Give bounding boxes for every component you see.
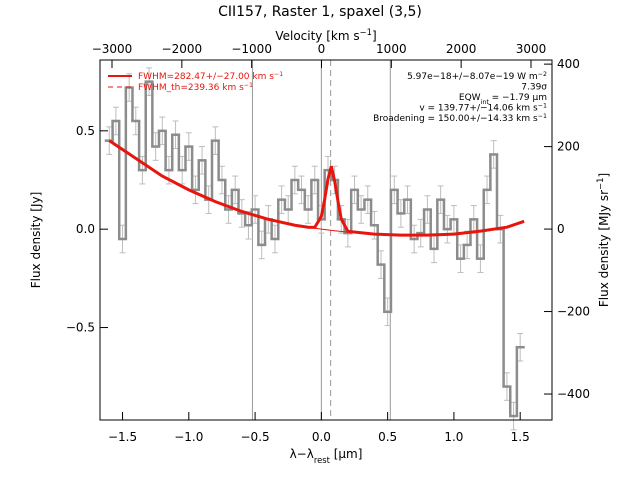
x-tick-label: 1.0 (444, 430, 463, 444)
text-part: ] (597, 173, 611, 178)
x-tick-label: −1.5 (108, 430, 137, 444)
text-part: FWHM=282.47+/−27.00 km s (138, 72, 274, 82)
y2-tick-label: 400 (557, 57, 580, 71)
superscript: −1 (244, 82, 253, 89)
y2-tick-label: 200 (557, 140, 580, 154)
y2-tick-label: −200 (557, 305, 590, 319)
superscript: −1 (360, 27, 372, 37)
x-axis-label: λ−λrest [μm] (290, 447, 363, 465)
x-tick-label: −0.5 (241, 430, 270, 444)
annotation: v = 139.77+/−14.06 km s−1 (419, 102, 547, 114)
x-tick-label: 0.0 (312, 430, 331, 444)
text-part: EQW (459, 93, 481, 103)
x-tick-label: 1.5 (511, 430, 530, 444)
annotation: 7.39σ (521, 83, 547, 93)
y-tick-label: 0.0 (76, 222, 95, 236)
x-tick-label: 0.5 (378, 430, 397, 444)
x2-tick-label: 0 (318, 42, 326, 56)
x2-tick-label: 1000 (376, 42, 407, 56)
y2-axis-label: Flux density [MJy sr−1] (595, 173, 611, 307)
annotation: Broadening = 150.00+/−14.33 km s−1 (373, 113, 547, 125)
text-part: FWHM_th=239.36 km s (138, 83, 244, 93)
x2-tick-label: 3000 (516, 42, 547, 56)
text-part: λ−λ (290, 447, 314, 461)
baseline-line (294, 224, 375, 235)
legend-label: FWHM_th=239.36 km s−1 (138, 82, 253, 94)
x2-axis-label: Velocity [km s−1] (275, 27, 376, 43)
x-tick-label: −1.0 (174, 430, 203, 444)
text-part: v = 139.77+/−14.06 km s (419, 104, 538, 114)
y2-tick-label: 0 (557, 222, 565, 236)
x2-tick-label: −2000 (162, 42, 203, 56)
y-axis-label: Flux density [Jy] (29, 192, 43, 289)
chart-title: CII157, Raster 1, spaxel (3,5) (218, 4, 422, 20)
legend-label: FWHM=282.47+/−27.00 km s−1 (138, 71, 283, 83)
x2-tick-label: −1000 (231, 42, 272, 56)
plot-frame (99, 59, 553, 421)
superscript: −1 (274, 71, 283, 78)
text-part: = −1.79 μm (489, 93, 547, 103)
superscript: −2 (538, 71, 547, 78)
text-part: Flux density [Jy] (29, 192, 43, 289)
superscript: −1 (538, 113, 547, 120)
text-part: Broadening = 150.00+/−14.33 km s (373, 114, 538, 124)
text-part: 5.97e−18+/−8.07e−19 W m (407, 72, 538, 82)
fit-line (108, 139, 525, 237)
y-tick-label: 0.5 (76, 124, 95, 138)
annotation: 5.97e−18+/−8.07e−19 W m−2 (407, 71, 547, 83)
superscript: −1 (538, 102, 547, 109)
y-tick-label: −0.5 (66, 321, 95, 335)
text-part: [μm] (330, 447, 363, 461)
text-part: Flux density [MJy sr (597, 190, 611, 307)
superscript: −1 (595, 178, 605, 190)
text-part: ] (372, 29, 377, 43)
x2-tick-label: 2000 (446, 42, 477, 56)
x2-tick-label: −3000 (92, 42, 133, 56)
text-part: Velocity [km s (275, 29, 359, 43)
annotation: EQWint = −1.79 μm (459, 93, 547, 106)
text-part: 7.39σ (521, 83, 547, 93)
y2-tick-label: −400 (557, 387, 590, 401)
subscript: int (481, 99, 490, 106)
subscript: rest (314, 455, 331, 465)
